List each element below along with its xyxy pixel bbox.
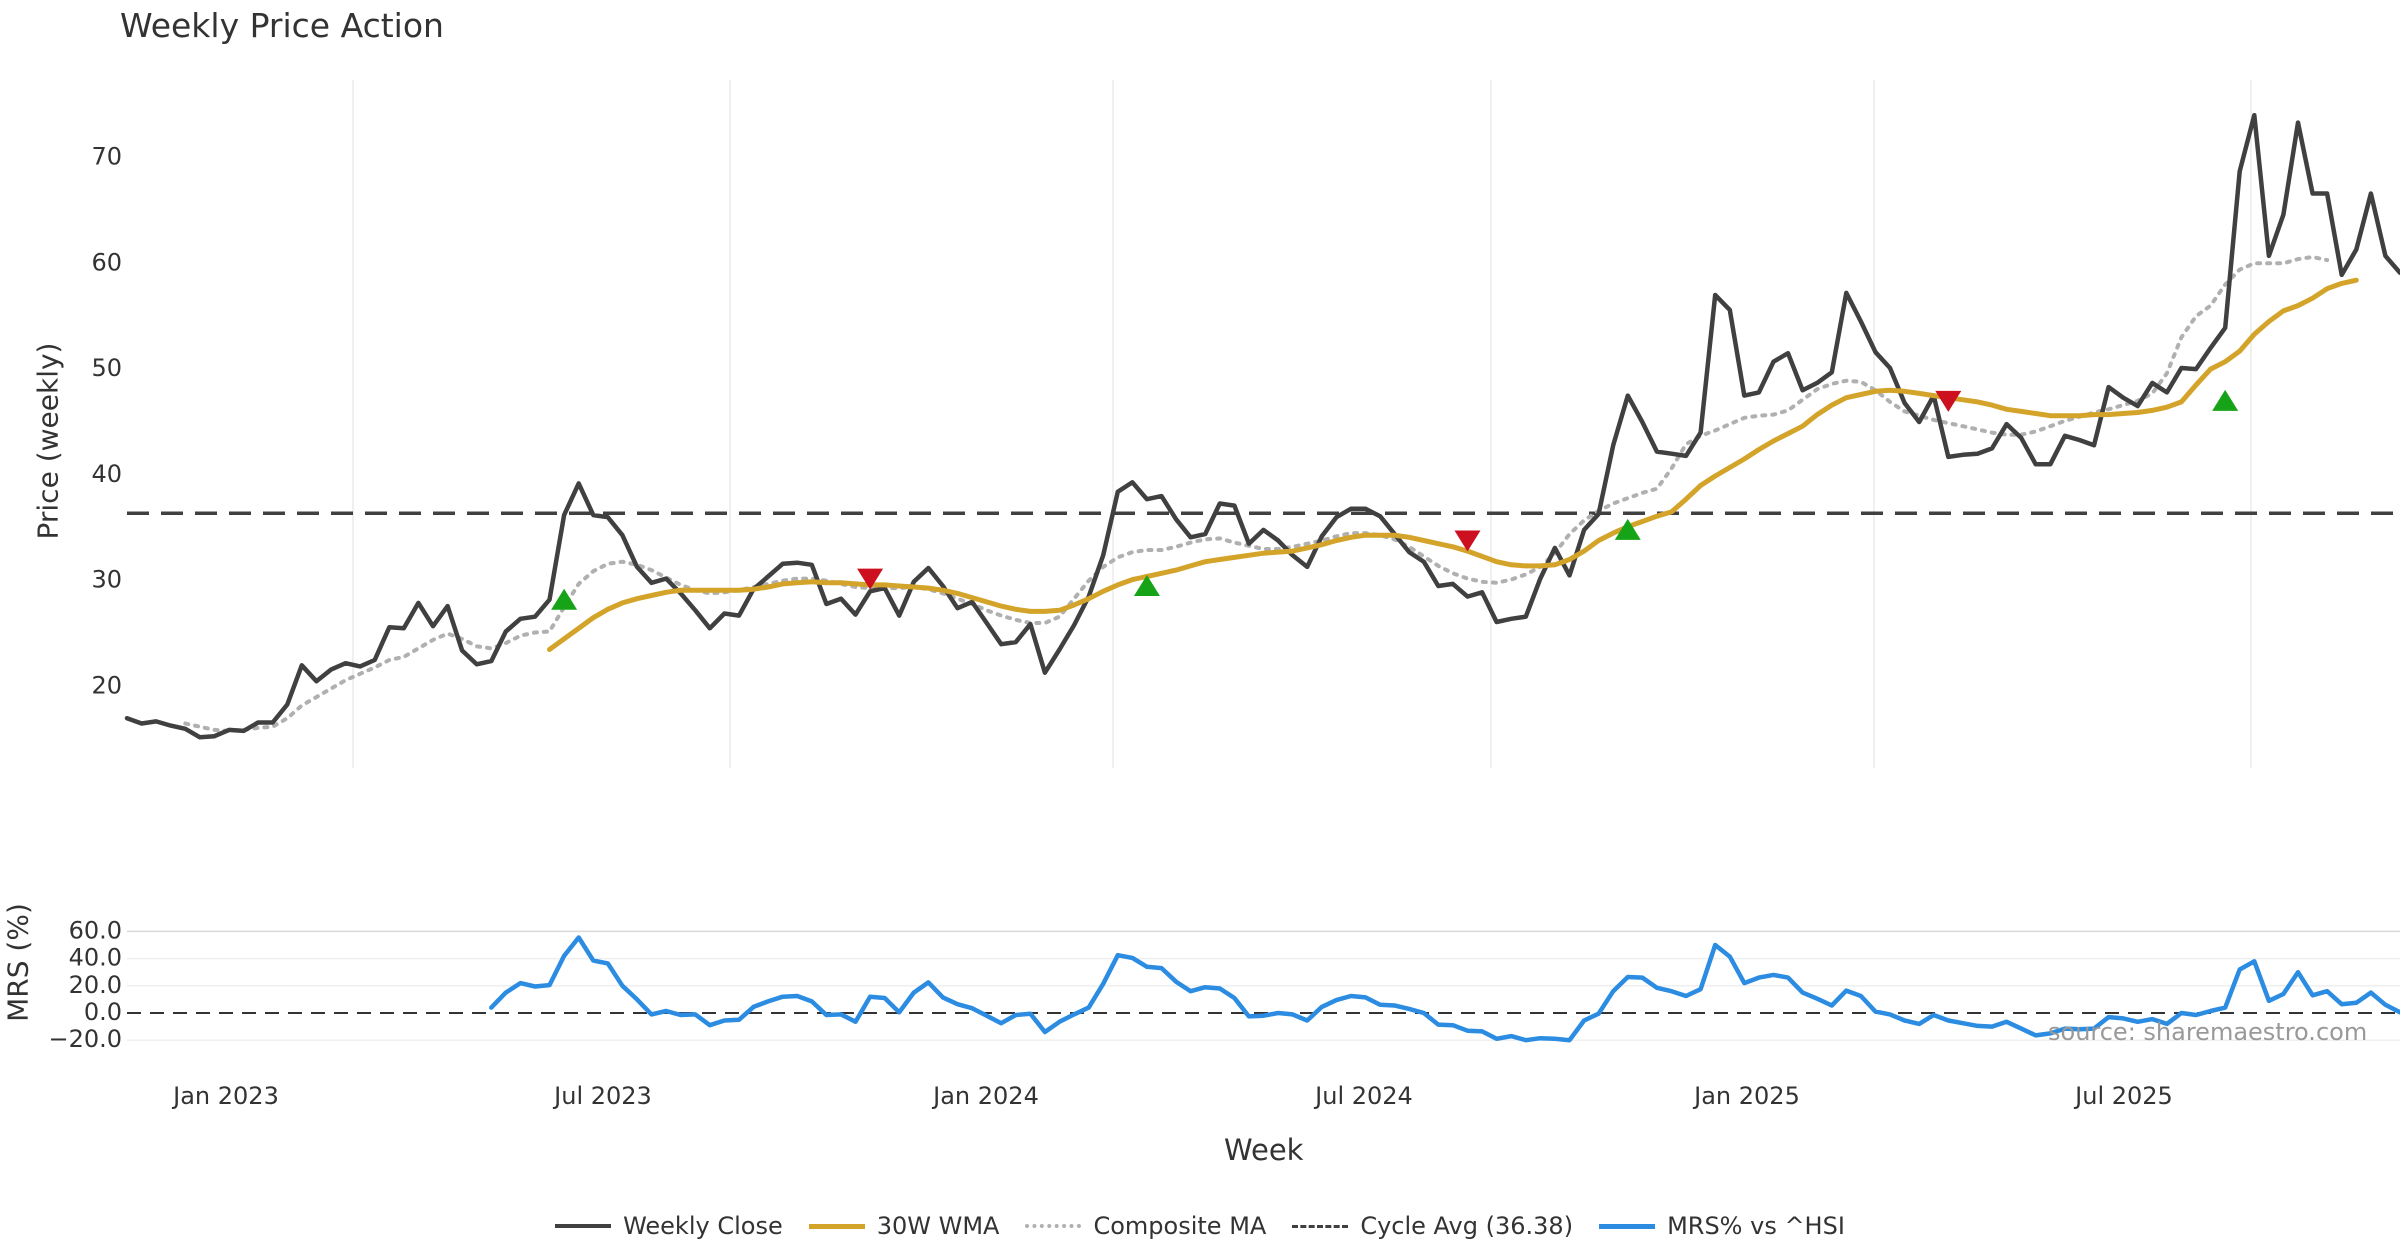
price-y-tick-label: 70 xyxy=(91,143,122,171)
mrs-y-axis-label: MRS (%) xyxy=(1,903,35,1022)
mrs-y-tick-label: −20.0 xyxy=(48,1025,122,1053)
legend-swatch-30w-wma xyxy=(808,1223,865,1229)
x-axis-label: Week xyxy=(1224,1133,1304,1167)
legend-label: Cycle Avg (36.38) xyxy=(1360,1212,1574,1240)
price-y-tick-label: 60 xyxy=(91,248,122,276)
x-tick-label: Jan 2025 xyxy=(1692,1082,1800,1110)
x-tick-label: Jul 2023 xyxy=(552,1082,652,1110)
x-tick-label: Jul 2024 xyxy=(1313,1082,1413,1110)
price-y-tick-label: 30 xyxy=(91,566,122,594)
legend-item-weekly-close: Weekly Close xyxy=(555,1212,783,1240)
composite-ma-line xyxy=(183,255,2330,733)
mrs-line xyxy=(489,935,2400,1043)
price-y-tick-label: 50 xyxy=(91,354,122,382)
mrs-y-tick-label: 40.0 xyxy=(69,944,122,972)
sell-signal-marker xyxy=(1454,530,1481,552)
weekly-close-line xyxy=(124,112,2400,740)
chart-title: Weekly Price Action xyxy=(120,6,444,45)
mrs-y-tick-label: 60.0 xyxy=(69,916,122,944)
price-y-tick-label: 40 xyxy=(91,460,122,488)
legend-item-mrs: MRS% vs ^HSI xyxy=(1599,1212,1845,1240)
price-y-axis-label: Price (weekly) xyxy=(31,342,65,540)
legend-item-cycle-avg: Cycle Avg (36.38) xyxy=(1292,1212,1573,1240)
x-tick-label: Jul 2025 xyxy=(2073,1082,2173,1110)
legend-label: MRS% vs ^HSI xyxy=(1667,1212,1845,1240)
legend-label: 30W WMA xyxy=(876,1212,1000,1240)
buy-signal-marker xyxy=(551,588,578,610)
legend-label: Weekly Close xyxy=(623,1212,783,1240)
mrs-y-tick-label: 0.0 xyxy=(84,998,122,1026)
x-tick-label: Jan 2024 xyxy=(931,1082,1039,1110)
sell-signal-marker xyxy=(857,568,884,590)
source-watermark: source: sharemaestro.com xyxy=(2048,1018,2368,1046)
30w-wma-line xyxy=(547,277,2359,652)
sell-signal-marker xyxy=(1935,390,1962,412)
legend-label: Composite MA xyxy=(1093,1212,1267,1240)
buy-signal-marker xyxy=(1614,518,1641,540)
legend-item-composite-ma: Composite MA xyxy=(1025,1212,1266,1240)
buy-signal-marker xyxy=(2212,389,2239,411)
price-y-tick-label: 20 xyxy=(91,672,122,700)
legend-swatch-mrs xyxy=(1599,1223,1656,1229)
legend-swatch-cycle-avg xyxy=(1292,1224,1349,1228)
legend-swatch-weekly-close xyxy=(555,1224,612,1228)
x-tick-label: Jan 2023 xyxy=(171,1082,279,1110)
mrs-y-tick-label: 20.0 xyxy=(69,971,122,999)
legend-swatch-composite-ma xyxy=(1025,1224,1082,1228)
legend-item-30w-wma: 30W WMA xyxy=(808,1212,1000,1240)
legend: Weekly Close 30W WMA Composite MA Cycle … xyxy=(0,1212,2400,1240)
buy-signal-marker xyxy=(1133,574,1160,596)
